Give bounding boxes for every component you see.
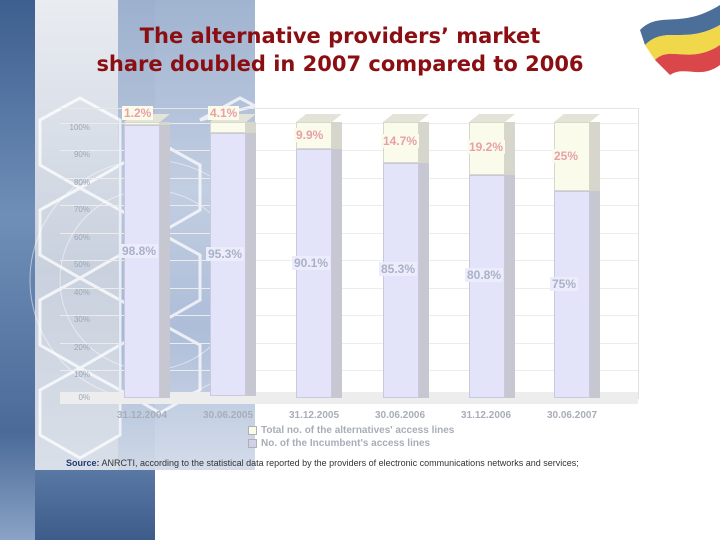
bar-segment-incumbent <box>210 133 246 397</box>
x-category: 31.12.2004 <box>116 410 168 421</box>
chart-plot-area <box>60 108 639 399</box>
incumbent-value-label: 90.1% <box>292 255 331 270</box>
bar-cap <box>469 114 515 122</box>
legend-item-alternatives: Total no. of the alternatives' access li… <box>248 424 454 437</box>
y-tick: 100% <box>69 123 90 132</box>
source-text: ANRCTI, according to the statistical dat… <box>99 458 579 468</box>
x-category: 31.12.2005 <box>288 410 340 421</box>
alt-value-label: 1.2% <box>122 106 154 120</box>
legend-swatch-incumbent <box>248 438 257 448</box>
alt-value-label: 25% <box>552 148 581 163</box>
y-tick: 50% <box>73 260 90 269</box>
incumbent-value-label: 95.3% <box>206 246 245 261</box>
legend-item-incumbent: No. of the Incumbent's access lines <box>248 437 454 450</box>
y-tick: 40% <box>73 288 90 297</box>
bar-segment-alternatives <box>210 122 246 134</box>
source-label: Source: <box>66 458 100 468</box>
x-category: 30.06.2006 <box>374 410 426 421</box>
incumbent-value-label: 85.3% <box>379 262 418 277</box>
source-note: Source: ANRCTI, according to the statist… <box>66 458 579 468</box>
y-tick: 60% <box>73 233 90 242</box>
incumbent-value-label: 98.8% <box>120 243 159 258</box>
y-tick: 90% <box>73 150 90 159</box>
flag-logo-icon <box>640 5 720 75</box>
bar-segment-incumbent <box>383 162 419 398</box>
y-tick: 20% <box>73 343 90 352</box>
bar-cap <box>554 114 600 122</box>
y-tick: 70% <box>73 205 90 214</box>
y-tick: 10% <box>73 370 90 379</box>
y-tick: 0% <box>78 393 90 402</box>
incumbent-value-label: 75% <box>550 276 579 291</box>
title-line-1: The alternative providers’ market <box>139 24 541 48</box>
chart-legend: Total no. of the alternatives' access li… <box>248 424 454 450</box>
bar-segment-incumbent <box>469 174 505 398</box>
bar-cap <box>296 114 342 122</box>
bar-cap <box>383 114 429 122</box>
x-category: 31.12.2006 <box>460 410 512 421</box>
legend-swatch-alternatives <box>248 425 257 435</box>
alt-value-label: 9.9% <box>294 127 326 142</box>
x-category: 30.06.2005 <box>202 410 254 421</box>
page-title: The alternative providers’ market share … <box>60 22 620 78</box>
alt-value-label: 4.1% <box>208 106 240 120</box>
y-tick: 30% <box>73 315 90 324</box>
alt-value-label: 14.7% <box>381 134 420 149</box>
x-category: 30.06.2007 <box>546 410 598 421</box>
bar-segment-incumbent <box>124 125 160 398</box>
bar-segment-incumbent <box>554 191 590 398</box>
y-tick: 80% <box>73 178 90 187</box>
alt-value-label: 19.2% <box>467 140 506 155</box>
incumbent-value-label: 80.8% <box>465 268 504 283</box>
bar-segment-alternatives <box>124 122 160 126</box>
bar-segment-incumbent <box>296 149 332 398</box>
title-line-2: share doubled in 2007 compared to 2006 <box>96 52 584 76</box>
